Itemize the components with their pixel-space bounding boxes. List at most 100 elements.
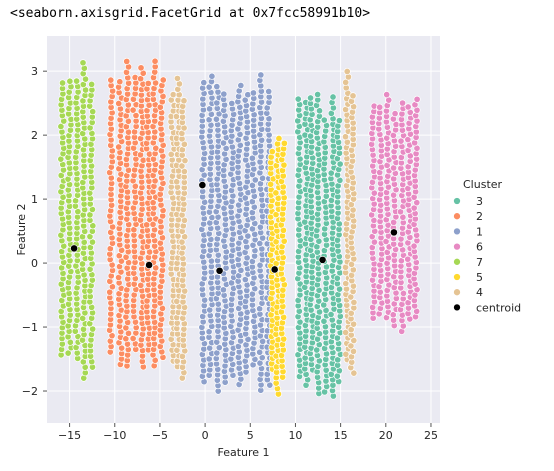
- y-tick-label: 2: [31, 129, 38, 142]
- centroid-point: [390, 228, 398, 237]
- data-point: [335, 117, 343, 125]
- legend-marker: [453, 197, 461, 205]
- x-tick-label: 20: [379, 429, 393, 442]
- data-point: [391, 110, 399, 118]
- y-tick-label: −1: [22, 321, 38, 334]
- data-point: [341, 133, 350, 141]
- y-axis-ticks: −2 −1 0 1 2 3: [22, 65, 47, 398]
- data-point: [249, 89, 257, 97]
- data-point: [383, 91, 391, 99]
- data-point: [208, 72, 216, 80]
- data-point: [314, 90, 322, 99]
- data-point: [237, 81, 245, 90]
- data-point: [327, 169, 335, 177]
- legend-label: centroid: [476, 301, 521, 314]
- data-point: [306, 94, 315, 102]
- y-tick-label: 1: [31, 193, 38, 206]
- data-point: [257, 71, 265, 79]
- data-point: [213, 83, 221, 91]
- data-point: [404, 103, 412, 111]
- legend-marker: [453, 227, 461, 236]
- data-point: [149, 220, 157, 228]
- data-point: [89, 222, 97, 230]
- data-point: [173, 74, 181, 82]
- x-tick-label: −10: [103, 429, 126, 442]
- legend-marker: [453, 212, 461, 221]
- data-point: [89, 325, 97, 333]
- data-point: [256, 239, 264, 248]
- data-point: [410, 242, 418, 250]
- legend-marker: [453, 273, 461, 281]
- y-axis-label: Feature 2: [15, 203, 28, 255]
- data-point: [389, 311, 397, 319]
- centroid-points: [70, 181, 398, 275]
- data-point: [89, 108, 97, 116]
- data-point: [88, 80, 96, 88]
- centroid-point: [145, 261, 153, 269]
- x-axis-ticks: −15 −10 −5 0 5 10 15 20 25: [58, 423, 438, 442]
- legend-label: 3: [476, 195, 483, 208]
- data-point: [248, 154, 256, 162]
- y-tick-label: 0: [31, 257, 38, 270]
- data-point: [57, 122, 65, 131]
- data-point: [151, 57, 159, 65]
- series-3: [294, 90, 344, 400]
- data-point: [347, 342, 355, 350]
- data-point: [329, 93, 337, 101]
- data-point: [200, 79, 208, 87]
- y-tick-label: 3: [31, 65, 38, 78]
- legend-marker: [453, 257, 461, 266]
- data-point: [137, 64, 145, 72]
- centroid-point: [318, 255, 327, 264]
- data-point: [272, 189, 280, 197]
- data-point: [107, 76, 115, 84]
- centroid-point: [215, 266, 224, 275]
- legend: Cluster 3 2 1 6 7 5 4 centroid: [453, 178, 521, 314]
- data-point: [220, 90, 228, 98]
- data-point: [268, 148, 276, 156]
- data-point: [169, 91, 177, 99]
- data-point: [248, 181, 257, 189]
- data-point: [181, 157, 189, 165]
- x-tick-label: 10: [288, 429, 302, 442]
- x-tick-label: −5: [152, 429, 168, 442]
- centroid-point: [70, 244, 79, 253]
- data-point: [228, 99, 236, 107]
- data-point: [219, 286, 227, 294]
- x-tick-label: 15: [334, 429, 348, 442]
- legend-label: 5: [476, 271, 483, 284]
- data-point: [73, 77, 81, 85]
- data-point: [129, 106, 137, 114]
- legend-marker: [453, 288, 461, 297]
- data-point: [376, 103, 384, 111]
- data-point: [144, 79, 152, 87]
- data-point: [320, 116, 328, 124]
- series-7: [57, 59, 97, 382]
- data-point: [275, 134, 283, 143]
- data-point: [251, 176, 259, 184]
- series-2: [106, 57, 167, 371]
- data-point: [178, 162, 186, 170]
- data-point: [413, 95, 421, 103]
- data-point: [350, 369, 358, 377]
- data-point: [159, 76, 167, 84]
- data-point: [398, 99, 407, 107]
- data-point: [343, 67, 351, 76]
- data-point: [294, 95, 302, 103]
- data-point: [79, 59, 87, 67]
- x-axis-label: Feature 1: [217, 446, 269, 459]
- series-4: [167, 67, 358, 382]
- series-1: [198, 71, 274, 395]
- data-point: [180, 97, 188, 105]
- y-tick-label: −2: [22, 385, 38, 398]
- legend-marker: [453, 242, 461, 251]
- x-tick-label: −15: [58, 429, 81, 442]
- data-point: [265, 87, 273, 96]
- data-point: [244, 232, 252, 240]
- centroid-point: [198, 181, 207, 189]
- data-point: [64, 349, 72, 357]
- series-6: [368, 91, 421, 335]
- x-tick-label: 25: [424, 429, 438, 442]
- legend-label: 4: [476, 286, 483, 299]
